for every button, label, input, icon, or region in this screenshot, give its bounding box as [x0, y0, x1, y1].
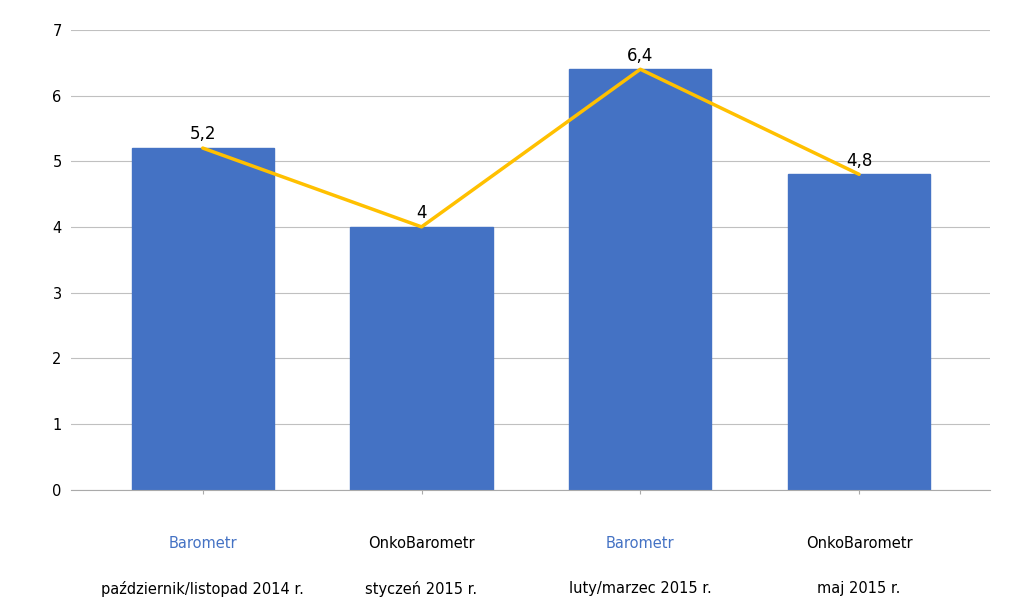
Bar [569, 69, 712, 490]
Bar [132, 148, 274, 490]
Text: październik/listopad 2014 r.: październik/listopad 2014 r. [101, 581, 304, 597]
Text: 4,8: 4,8 [846, 152, 872, 170]
Text: 6,4: 6,4 [627, 47, 653, 64]
Text: Barometr: Barometr [606, 536, 675, 550]
Text: styczeń 2015 r.: styczeń 2015 r. [366, 581, 478, 597]
Text: OnkoBarometr: OnkoBarometr [369, 536, 475, 550]
Text: Barometr: Barometr [168, 536, 237, 550]
Text: maj 2015 r.: maj 2015 r. [818, 581, 901, 596]
Text: luty/marzec 2015 r.: luty/marzec 2015 r. [569, 581, 712, 596]
Text: 5,2: 5,2 [190, 125, 216, 143]
Text: OnkoBarometr: OnkoBarometr [806, 536, 913, 550]
Text: 4: 4 [417, 204, 427, 222]
Bar [350, 227, 492, 490]
Bar [788, 174, 930, 490]
